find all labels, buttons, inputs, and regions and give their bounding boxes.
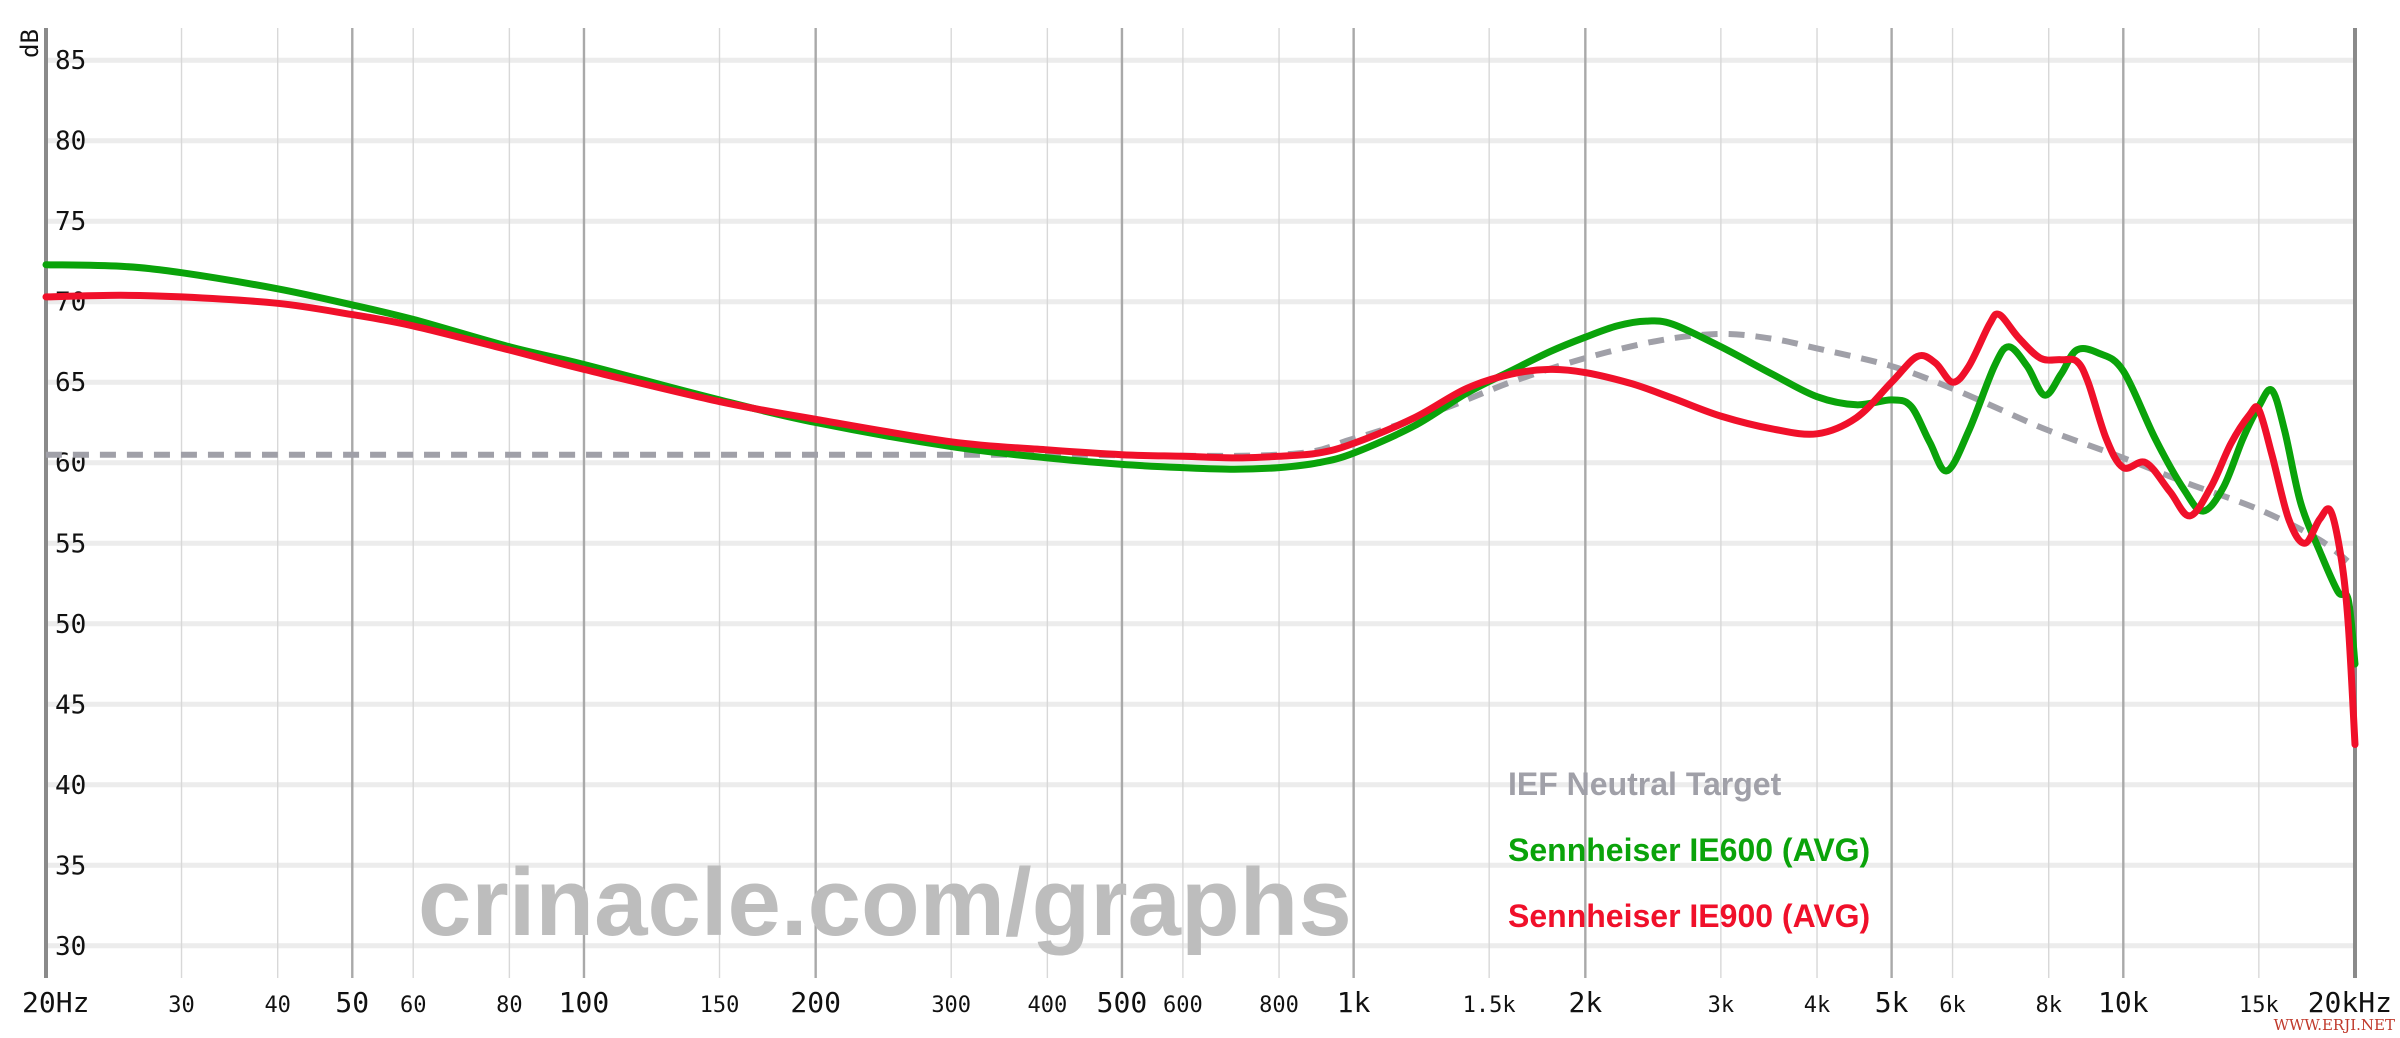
x-tick-label: 600 <box>1163 993 1203 1018</box>
y-tick-label: 30 <box>55 932 86 962</box>
x-tick-label: 20Hz <box>22 986 89 1019</box>
grid <box>44 28 2357 978</box>
legend-entry: Sennheiser IE900 (AVG) <box>1508 898 1870 934</box>
x-tick-label: 100 <box>559 986 610 1019</box>
x-tick-label: 10k <box>2098 986 2149 1019</box>
y-axis-label: dB <box>16 29 44 58</box>
y-tick-label: 35 <box>55 851 86 881</box>
x-tick-label: 1k <box>1337 986 1371 1019</box>
x-tick-label: 400 <box>1027 993 1067 1018</box>
x-tick-label: 300 <box>931 993 971 1018</box>
x-tick-label: 150 <box>700 993 740 1018</box>
legend-entry: Sennheiser IE600 (AVG) <box>1508 832 1870 868</box>
x-tick-label: 40 <box>264 993 291 1018</box>
x-tick-label: 60 <box>400 993 427 1018</box>
y-tick-label: 70 <box>55 288 86 318</box>
x-tick-label: 2k <box>1568 986 1602 1019</box>
x-tick-label: 3k <box>1708 993 1735 1018</box>
x-tick-label: 30 <box>168 993 195 1018</box>
series-line-ief-neutral-target <box>45 330 2357 570</box>
series <box>42 261 2359 748</box>
series-line-sennheiser-ie900-avg <box>42 291 2359 748</box>
x-tick-label: 20kHz <box>2308 986 2392 1019</box>
y-tick-label: 50 <box>55 610 86 640</box>
x-tick-label: 200 <box>790 986 841 1019</box>
watermark: crinacle.com/graphs <box>418 849 1352 956</box>
corner-watermark: WWW.ERJI.NET <box>2274 1016 2395 1034</box>
x-tick-label: 4k <box>1804 993 1831 1018</box>
x-tick-label: 50 <box>335 986 369 1019</box>
y-tick-label: 45 <box>55 690 86 720</box>
x-tick-label: 8k <box>2035 993 2062 1018</box>
x-tick-label: 5k <box>1875 986 1909 1019</box>
x-tick-label: 500 <box>1097 986 1148 1019</box>
legend: IEF Neutral Target Sennheiser IE600 (AVG)… <box>1508 766 1870 934</box>
x-tick-label: 80 <box>496 993 523 1018</box>
y-tick-label: 40 <box>55 771 86 801</box>
y-tick-label: 55 <box>55 529 86 559</box>
x-tick-label: 6k <box>1939 993 1966 1018</box>
y-tick-label: 65 <box>55 368 86 398</box>
x-tick-label: 1.5k <box>1463 993 1516 1018</box>
y-tick-label: 75 <box>55 207 86 237</box>
y-tick-label: 85 <box>55 46 86 76</box>
y-tick-label: 80 <box>55 127 86 157</box>
legend-entry: IEF Neutral Target <box>1508 766 1782 802</box>
x-tick-label: 800 <box>1259 993 1299 1018</box>
x-tick-label: 15k <box>2239 993 2279 1018</box>
